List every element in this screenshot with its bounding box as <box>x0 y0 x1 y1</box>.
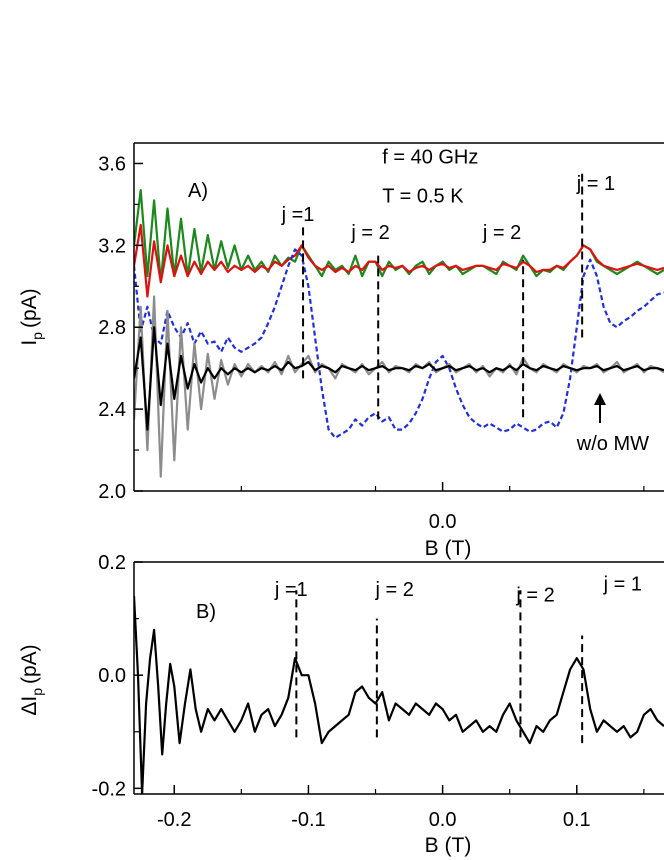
panel-a-x-tick-label-0: 0.0 <box>429 511 457 533</box>
panel-a-label: A) <box>188 180 208 202</box>
panel-a-y-title-unit: (pA) <box>18 288 41 328</box>
panel-a-series-2 <box>134 248 664 439</box>
panel-a-y-tick-label-3: 3.2 <box>98 235 126 257</box>
panel-b-annotation-1: j = 2 <box>375 579 414 601</box>
panel-a-y-tick-label-2: 2.8 <box>98 317 126 339</box>
panel-a-annotation-0: f = 40 GHz <box>382 146 478 168</box>
panel-b-series-group <box>134 595 664 794</box>
panel-a-series-1 <box>134 223 664 298</box>
panel-b-y-title-sub: p <box>29 688 45 696</box>
panel-b-annotation-0: j =1 <box>274 579 308 601</box>
panel-b-series-0 <box>134 595 664 794</box>
panel-a-markers <box>302 173 584 420</box>
panel-b-x-tick-label-2: 0.0 <box>429 809 457 831</box>
panel-b-x-axis-title: B (T) <box>425 834 472 857</box>
panel-a-series-4 <box>134 326 664 431</box>
panel-b-x-tick-label-0: -0.2 <box>157 809 191 831</box>
panel-b-markers <box>295 590 584 744</box>
panel-b-y-tick-label-2: 0.2 <box>98 552 126 574</box>
panel-b-y-title-unit: (pA) <box>18 644 41 684</box>
panel-a-annotation-1: T = 0.5 K <box>382 185 464 207</box>
panel-a-annotation-4: j = 2 <box>482 222 521 244</box>
panel-a-annotations: f = 40 GHz T = 0.5 K j =1 j = 2 j = 2 j = 1 w/… <box>281 146 650 455</box>
svg-text:Ip(pA): Ip (pA) <box>18 288 45 345</box>
panel-a-y-title-sub: p <box>29 332 45 340</box>
panel-b-annotation-3: j = 1 <box>603 573 642 595</box>
panel-a-ticks: 2.0 2.4 2.8 3.2 3.6 0.0 <box>98 153 645 533</box>
panel-a-annotation-2: j =1 <box>281 204 315 226</box>
panel-b-y-tick-label-0: -0.2 <box>92 778 126 800</box>
panel-a-x-axis-title: B (T) <box>425 537 472 560</box>
panel-b-x-tick-label-3: 0.1 <box>563 809 591 831</box>
panel-b-y-axis-title: ΔIp (pA) <box>18 644 45 715</box>
panel-b-annotation-2: j = 2 <box>515 585 554 607</box>
panel-b-annotations: j =1 j = 2 j = 2 j = 1 <box>274 573 642 606</box>
svg-text:ΔIp(pA): ΔIp (pA) <box>18 644 45 715</box>
panel-a-y-tick-label-4: 3.6 <box>98 153 126 175</box>
panel-a-y-title-main: I <box>18 340 41 346</box>
panel-a-y-tick-label-1: 2.4 <box>98 399 126 421</box>
panel-b-y-title-main: ΔI <box>18 696 41 716</box>
panel-a-annotation-3: j = 2 <box>350 222 389 244</box>
panel-a-annotation-5: j = 1 <box>576 173 615 195</box>
panel-a-series-group <box>134 189 664 478</box>
panel-a: 2.0 2.4 2.8 3.2 3.6 0.0 f = 40 GHz T = 0.5 K j … <box>18 142 664 560</box>
panel-a-y-axis-title: Ip (pA) <box>18 288 45 345</box>
panel-a-annotation-6: w/o MW <box>576 433 649 455</box>
no-microwave-arrow <box>594 393 606 423</box>
panel-b-x-tick-label-1: -0.1 <box>291 809 325 831</box>
panel-b-ticks: -0.2 0.0 0.2 -0.2 -0.1 0.0 0.1 <box>92 552 645 831</box>
panel-a-y-tick-label-0: 2.0 <box>98 481 126 503</box>
panel-b-y-tick-label-1: 0.0 <box>98 665 126 687</box>
panel-b-label: B) <box>196 601 216 623</box>
